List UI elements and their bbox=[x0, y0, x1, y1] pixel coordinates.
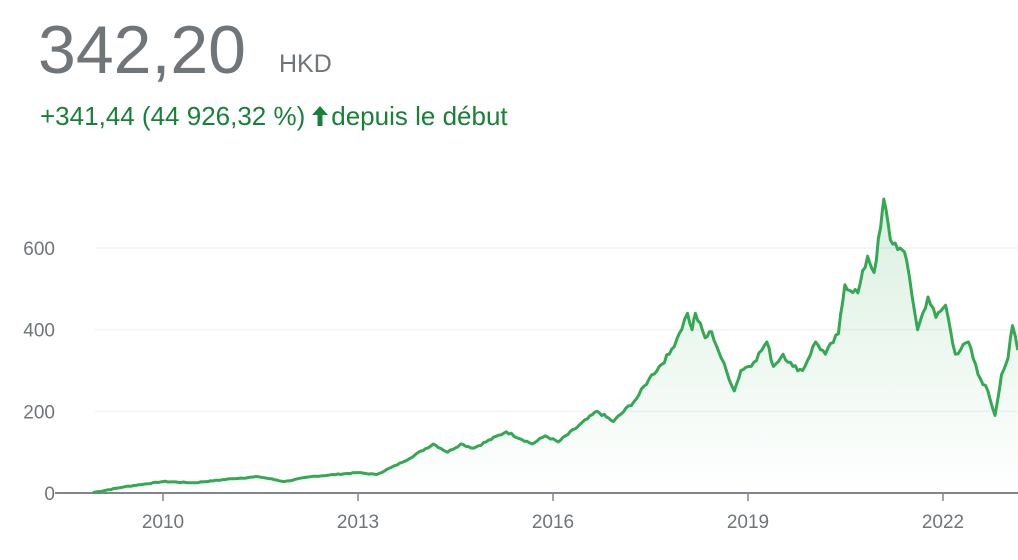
current-price: 342,20 bbox=[38, 12, 246, 88]
x-tick-label: 2016 bbox=[532, 512, 574, 533]
y-tick-label: 0 bbox=[44, 484, 55, 505]
change-period: depuis le début bbox=[331, 101, 508, 131]
y-tick-label: 400 bbox=[23, 321, 55, 342]
price-change: +341,44 (44 926,32 %) depuis le début bbox=[40, 101, 508, 134]
price-area-fill bbox=[92, 199, 1018, 493]
y-tick-label: 200 bbox=[23, 402, 55, 423]
change-value: +341,44 (44 926,32 %) bbox=[40, 101, 306, 131]
arrow-up-icon bbox=[311, 103, 329, 134]
price-line bbox=[92, 197, 1018, 495]
x-tick-label: 2013 bbox=[337, 512, 379, 533]
currency-label: HKD bbox=[279, 50, 332, 78]
x-tick-label: 2022 bbox=[922, 512, 964, 533]
x-tick-label: 2010 bbox=[142, 512, 184, 533]
y-tick-label: 600 bbox=[23, 239, 55, 260]
x-tick-label: 2019 bbox=[727, 512, 769, 533]
